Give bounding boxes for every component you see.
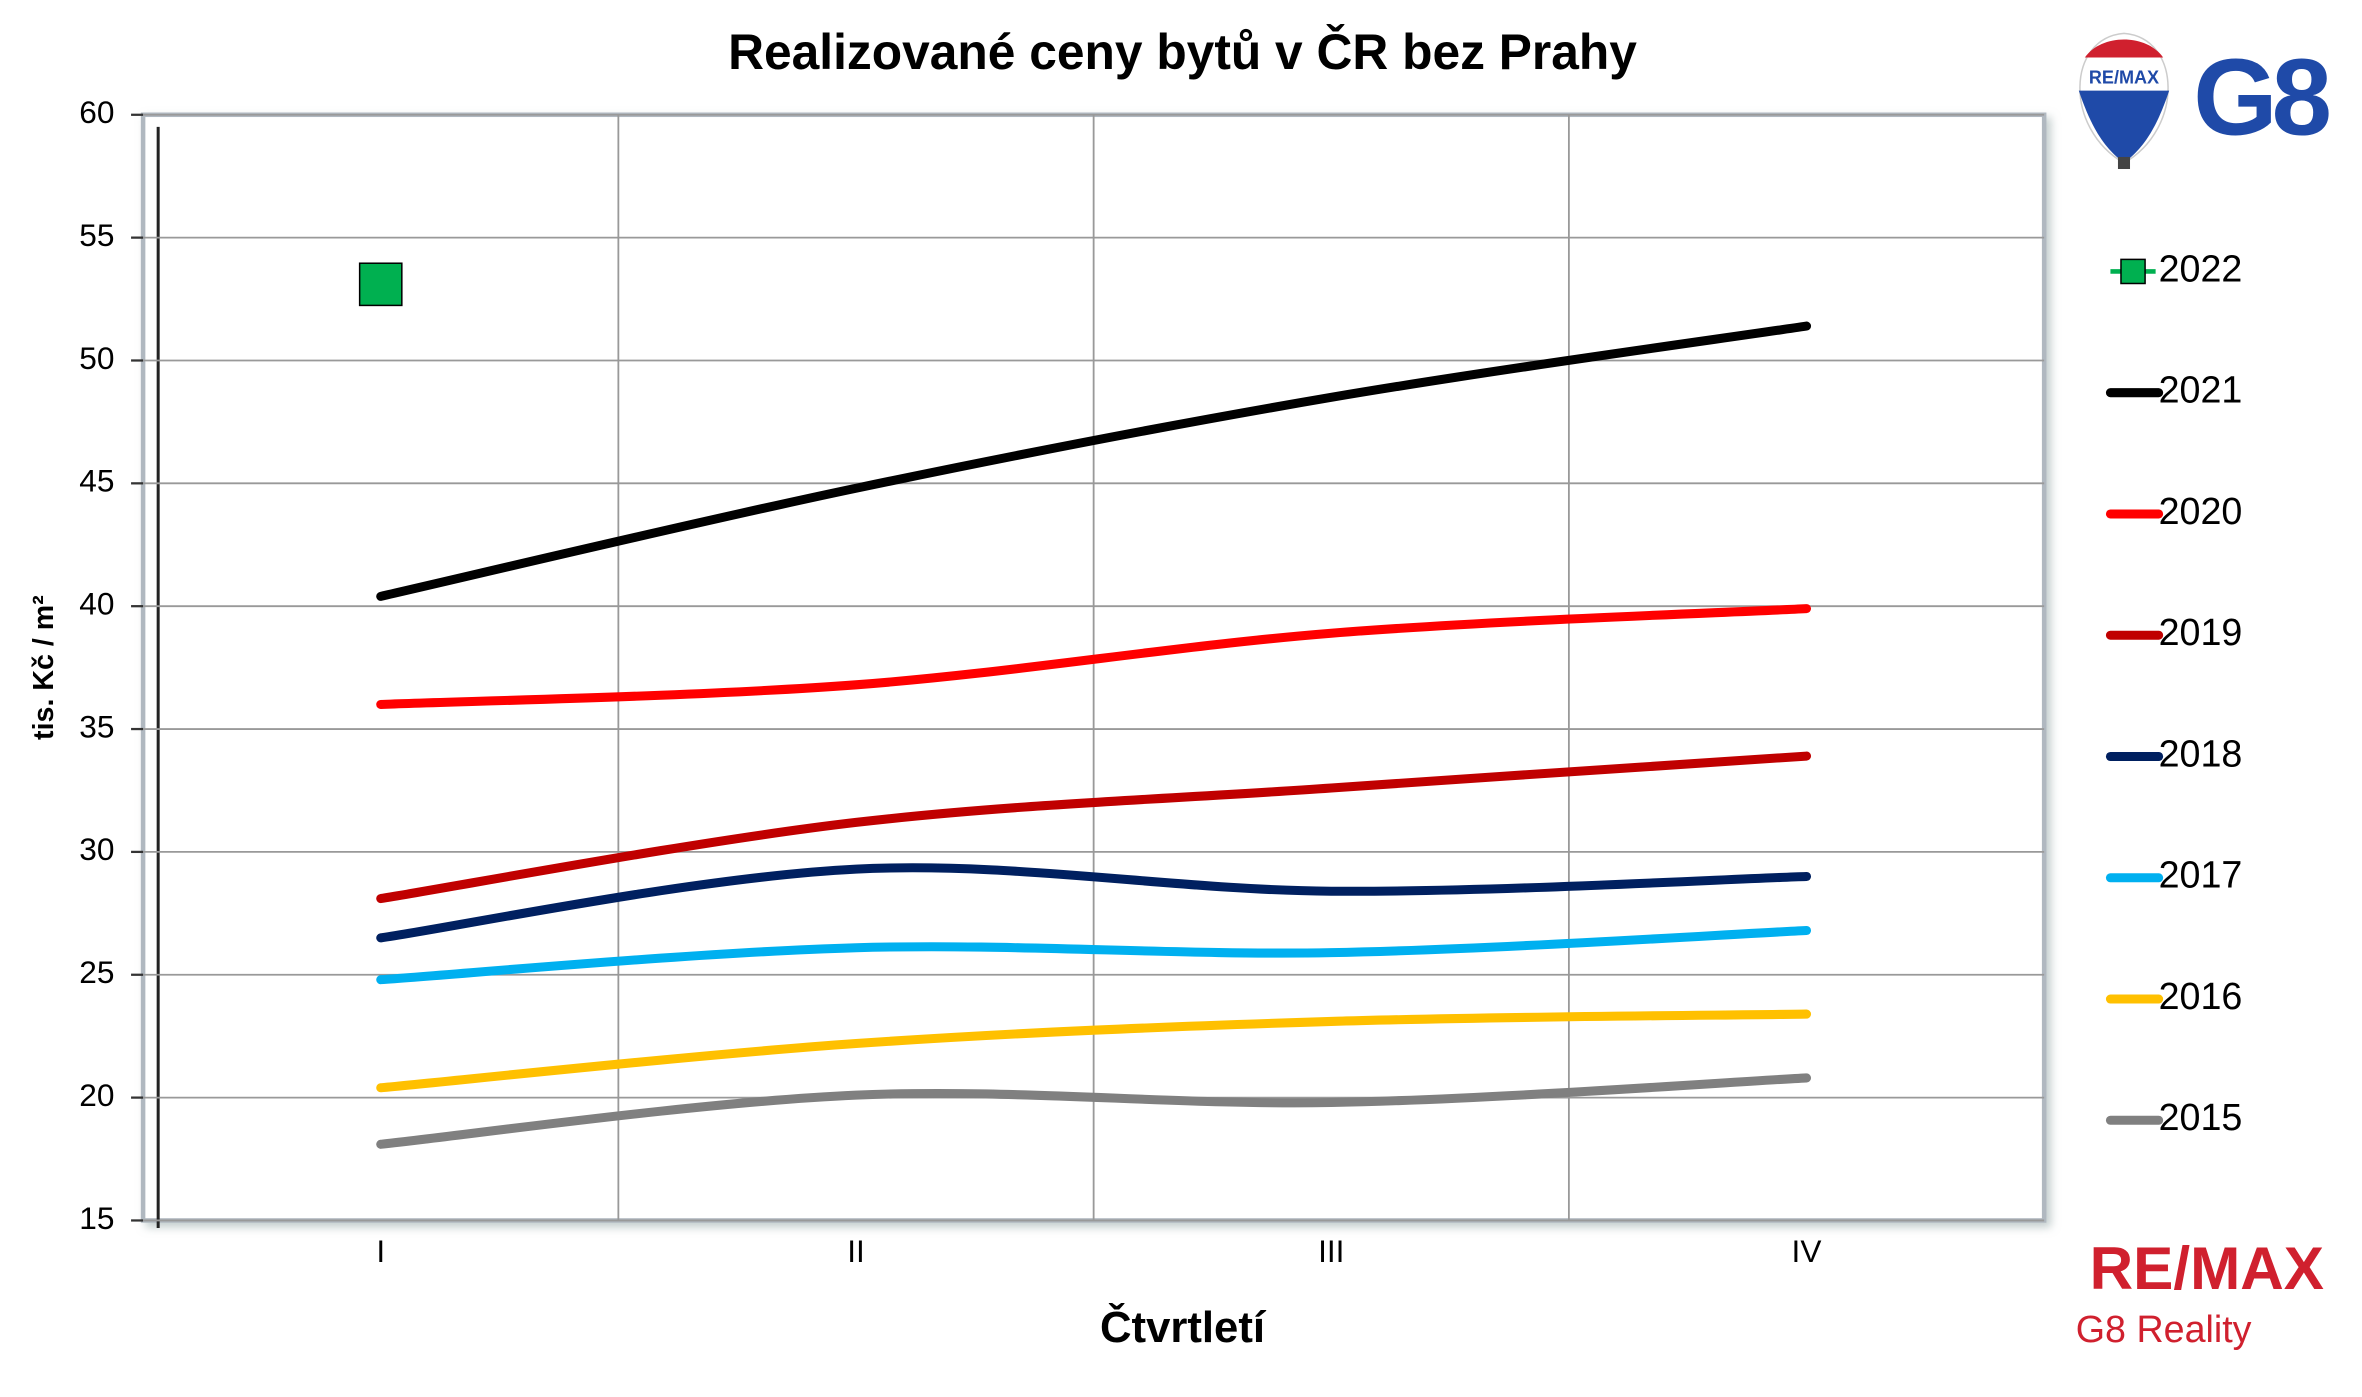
line <box>376 321 1812 601</box>
line <box>376 1073 1812 1149</box>
line <box>376 604 1812 709</box>
legend-label: 2019 <box>2159 611 2243 653</box>
x-tick-label: III <box>1318 1233 1344 1269</box>
y-tick-label: 30 <box>79 831 114 867</box>
x-tick-label: I <box>376 1233 385 1269</box>
logo-text: G8 Reality <box>2076 1308 2252 1350</box>
y-tick-label: 35 <box>79 708 114 744</box>
line <box>376 926 1812 985</box>
marker <box>358 262 403 307</box>
legend-label: 2020 <box>2159 490 2243 532</box>
legend-label: 2017 <box>2159 854 2243 896</box>
x-tick-label: II <box>847 1233 865 1269</box>
legend-label: 2022 <box>2159 247 2243 289</box>
y-axis-label: tis. Kč / m² <box>28 595 60 740</box>
legend-label: 2015 <box>2159 1096 2243 1138</box>
legend-swatch <box>2120 258 2146 285</box>
line <box>376 1009 1812 1093</box>
legend-label: 2016 <box>2159 975 2243 1017</box>
y-tick-label: 55 <box>79 217 114 253</box>
y-tick-label: 15 <box>79 1200 114 1236</box>
y-tick-label: 25 <box>79 954 114 990</box>
line <box>376 751 1812 904</box>
x-tick-label: IV <box>1792 1233 1822 1269</box>
y-tick-label: 40 <box>79 586 114 622</box>
y-tick-label: 60 <box>79 94 114 130</box>
logo-text: RE/MAX <box>2089 67 2159 87</box>
logo-text: G8 <box>2193 36 2328 157</box>
logo-top: RE/MAX G8 <box>2078 32 2335 170</box>
legend-label: 2021 <box>2159 369 2243 411</box>
line <box>376 863 1812 943</box>
y-tick-label: 20 <box>79 1077 114 1113</box>
logo-text: RE/MAX <box>2090 1234 2324 1302</box>
y-tick-label: 50 <box>79 340 114 376</box>
x-axis-label: Čtvrtletí <box>1100 1301 1267 1352</box>
chart-title: Realizované ceny bytů v ČR bez Prahy <box>728 23 1637 80</box>
legend-label: 2018 <box>2159 732 2243 774</box>
y-tick-label: 45 <box>79 463 114 499</box>
